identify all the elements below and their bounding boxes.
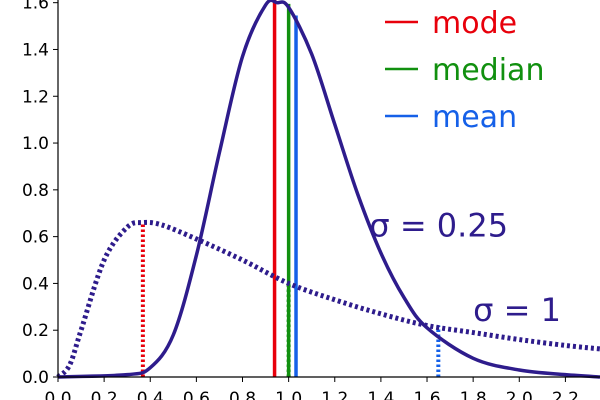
y-tick-label-1: 0.2 xyxy=(22,321,49,341)
x-tick-label-4: 0.8 xyxy=(229,389,256,400)
y-tick-label-2: 0.4 xyxy=(22,274,49,294)
legend: mode median mean xyxy=(385,6,544,135)
y-tick-label-3: 0.6 xyxy=(22,228,49,248)
x-tick-label-9: 1.8 xyxy=(460,389,487,400)
legend-label-mean: mean xyxy=(432,100,517,135)
y-tick-label-6: 1.2 xyxy=(22,87,49,107)
x-tick-label-11: 2.2 xyxy=(552,389,579,400)
x-tick-label-5: 1.0 xyxy=(275,389,302,400)
y-tick-label-4: 0.8 xyxy=(22,181,49,201)
legend-label-mode: mode xyxy=(432,6,517,41)
x-tick-label-0: 0.0 xyxy=(44,389,71,400)
x-tick-label-8: 1.6 xyxy=(413,389,440,400)
annotations: σ = 0.25 σ = 1 xyxy=(369,207,561,329)
x-tick-label-7: 1.4 xyxy=(367,389,394,400)
x-tick-label-2: 0.4 xyxy=(137,389,164,400)
plot-area xyxy=(56,0,600,379)
series-curve-1 xyxy=(56,219,600,379)
series-curve-0 xyxy=(57,0,600,379)
legend-label-median: median xyxy=(432,53,544,88)
y-tick-label-7: 1.4 xyxy=(22,40,49,60)
y-tick-label-0: 0.0 xyxy=(22,368,49,388)
x-tick-label-1: 0.2 xyxy=(91,389,118,400)
x-tick-label-10: 2.0 xyxy=(506,389,533,400)
x-tick-label-3: 0.6 xyxy=(183,389,210,400)
axes: 0.0 0.2 0.4 0.6 0.8 1.0 1.2 1.4 1.6 0.0 0.2 0.4 0.6 0… xyxy=(22,0,600,400)
annotation-1: σ = 1 xyxy=(473,291,561,329)
y-tick-label-8: 1.6 xyxy=(22,0,49,14)
x-tick-label-6: 1.2 xyxy=(321,389,348,400)
annotation-0: σ = 0.25 xyxy=(369,207,508,245)
y-tick-label-5: 1.0 xyxy=(22,134,49,154)
